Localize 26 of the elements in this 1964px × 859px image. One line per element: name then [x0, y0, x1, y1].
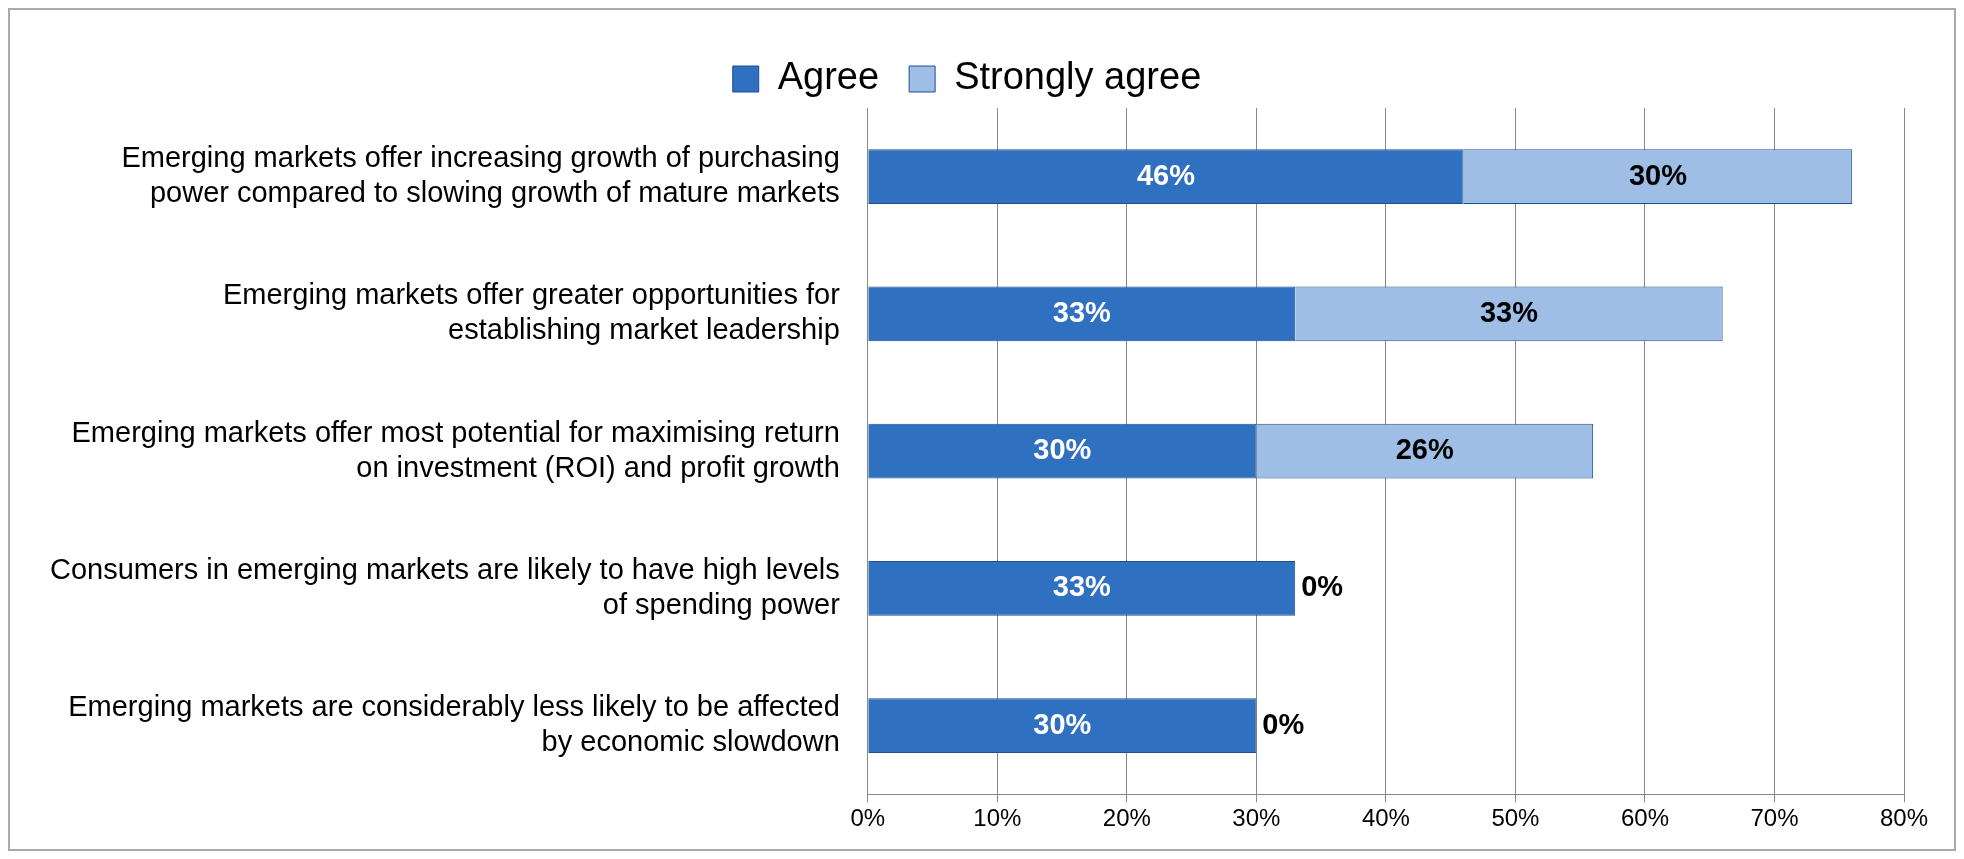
y-tick-label: Consumers in emerging markets are likely to have high levels of spending power — [50, 552, 841, 620]
data-label: 30% — [1033, 433, 1092, 466]
data-label: 26% — [1395, 433, 1454, 466]
legend-label: Agree — [777, 55, 880, 98]
x-tick-label: 40% — [1361, 804, 1410, 832]
data-label: 33% — [1479, 295, 1539, 328]
x-tick-label: 80% — [1879, 804, 1929, 832]
y-tick-label: Emerging markets offer most potential for maximising return on investment (ROI) and profit growth — [71, 415, 840, 483]
x-tick-label: 50% — [1491, 804, 1540, 832]
data-label: 33% — [1052, 295, 1111, 328]
y-tick-label: Emerging markets are considerably less likely to be affected by economic slowdown — [68, 690, 840, 757]
legend-label: Strongly agree — [954, 55, 1202, 98]
x-tick-label: 70% — [1750, 804, 1799, 832]
x-tick-label: 60% — [1620, 804, 1669, 832]
data-label: 30% — [1628, 158, 1688, 191]
data-label: 30% — [1033, 707, 1092, 740]
data-label: 0% — [1301, 570, 1344, 603]
data-label: 0% — [1262, 707, 1305, 740]
data-label: 33% — [1052, 570, 1111, 603]
y-tick-label: Emerging markets offer increasing growth of purchasing power compared to slowing growth of mature markets — [121, 141, 840, 209]
x-tick-label: 30% — [1232, 804, 1281, 832]
x-tick-label: 10% — [973, 804, 1022, 832]
y-tick-label: Emerging markets offer greater opportunities for establishing market leadership — [222, 278, 841, 346]
data-label: 46% — [1136, 158, 1196, 191]
x-tick-label: 20% — [1102, 804, 1151, 832]
x-tick-label: 0% — [850, 804, 886, 832]
